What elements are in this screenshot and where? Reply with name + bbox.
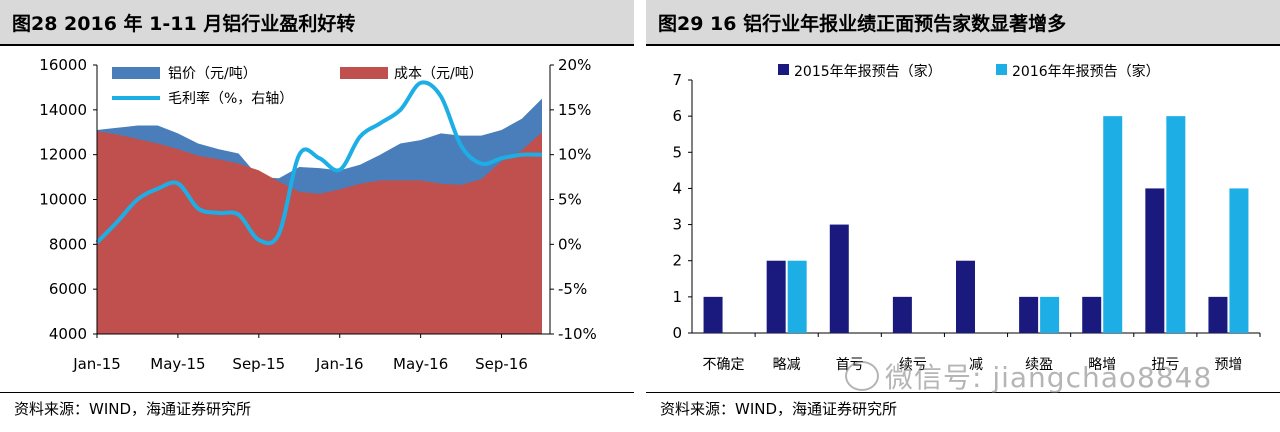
category-label: 略减 bbox=[773, 357, 801, 373]
right-y-tick-label: 0% bbox=[558, 235, 582, 253]
right-y-tick-label: 20% bbox=[558, 56, 591, 74]
bar-2015 bbox=[703, 296, 723, 333]
bar-2015 bbox=[1082, 296, 1102, 333]
bar-2015 bbox=[892, 296, 912, 333]
right-y-tick-label: -5% bbox=[558, 280, 587, 298]
figure-28-title-bar: 图28 2016 年 1-11 月铝行业盈利好转 bbox=[0, 0, 634, 46]
figure-28-source: 资料来源：WIND，海通证券研究所 bbox=[14, 400, 252, 418]
legend-swatch-2016 bbox=[996, 64, 1007, 75]
right-y-tick-label: -10% bbox=[558, 325, 597, 343]
y-tick-label: 0 bbox=[672, 324, 682, 342]
left-y-tick-label: 14000 bbox=[39, 101, 87, 119]
legend-swatch-price bbox=[112, 67, 160, 79]
right-y-tick-label: 15% bbox=[558, 101, 591, 119]
y-tick-label: 6 bbox=[672, 107, 682, 125]
y-tick-label: 5 bbox=[672, 143, 682, 161]
legend-label-margin: 毛利率（%，右轴） bbox=[168, 90, 293, 107]
figure-29-panel: 图29 16 铝行业年报业绩正面预告家数显著增多 7 6 5 4 3 2 1 0 不确定 略减 首亏… bbox=[646, 0, 1280, 432]
y-tick-label: 4 bbox=[672, 179, 682, 197]
left-y-tick-label: 16000 bbox=[39, 56, 87, 74]
figure-29-source-rule bbox=[646, 392, 1280, 393]
x-tick-label: Sep-16 bbox=[475, 355, 528, 373]
x-tick-label: Jan-16 bbox=[315, 355, 364, 373]
bar-2015 bbox=[766, 260, 786, 333]
y-tick-label: 3 bbox=[672, 216, 682, 234]
category-label: 续亏 bbox=[899, 356, 927, 373]
bar-2016 bbox=[1103, 116, 1123, 334]
bar-2016 bbox=[1229, 188, 1249, 333]
x-tick-label: Sep-15 bbox=[232, 355, 285, 373]
figure-28-chart: 16000 14000 12000 10000 8000 6000 4000 20% 15% 10… bbox=[39, 56, 597, 373]
left-y-tick-label: 4000 bbox=[49, 325, 87, 343]
category-label: 扭亏 bbox=[1151, 357, 1179, 373]
category-label: 续盈 bbox=[1025, 356, 1053, 373]
right-y-tick-label: 5% bbox=[558, 191, 582, 209]
figure-29-title: 图29 16 铝行业年报业绩正面预告家数显著增多 bbox=[658, 13, 1067, 35]
wechat-watermark: 微信号: jiangchao8848 bbox=[845, 356, 1212, 396]
wechat-logo-icon bbox=[845, 361, 879, 391]
legend-label-price: 铝价（元/吨） bbox=[168, 66, 257, 82]
left-y-tick-label: 10000 bbox=[39, 191, 87, 209]
category-label: 预增 bbox=[1214, 357, 1242, 373]
left-y-tick-label: 6000 bbox=[49, 280, 87, 298]
bar-2015 bbox=[1019, 296, 1039, 333]
figure-29-chart: 76543210不确定 略减 首亏 续亏减续盈 略增 扭亏 预增2015年年报预告（家） 20… bbox=[672, 63, 1261, 373]
figure-28-title: 图28 2016 年 1-11 月铝行业盈利好转 bbox=[12, 13, 356, 35]
y-tick-label: 1 bbox=[672, 288, 682, 306]
bar-2016 bbox=[1040, 296, 1060, 333]
legend-swatch-cost bbox=[340, 67, 388, 79]
watermark-text: 微信号: jiangchao8848 bbox=[885, 361, 1213, 394]
right-y-tick-label: 10% bbox=[558, 146, 591, 164]
category-label: 略增 bbox=[1088, 357, 1116, 373]
left-y-tick-label: 8000 bbox=[49, 235, 87, 253]
legend-swatch-2015 bbox=[778, 64, 789, 75]
bar-2015 bbox=[956, 260, 975, 333]
bar-2016 bbox=[1166, 116, 1186, 334]
category-label: 不确定 bbox=[703, 357, 745, 373]
figure-28-panel: 图28 2016 年 1-11 月铝行业盈利好转 16000 14000 12000… bbox=[0, 0, 634, 432]
bar-2015 bbox=[829, 224, 849, 333]
legend-label-2016: 2016年年报预告（家） bbox=[1012, 63, 1160, 80]
figure-28-source-rule bbox=[0, 392, 634, 393]
figure-29-source: 资料来源：WIND，海通证券研究所 bbox=[660, 400, 898, 418]
bar-2015 bbox=[1208, 296, 1228, 333]
margin-line bbox=[95, 80, 543, 246]
legend-label-2015: 2015年年报预告（家） bbox=[794, 63, 942, 80]
cost-area bbox=[97, 131, 542, 334]
y-tick-label: 7 bbox=[672, 71, 682, 89]
bar-2015 bbox=[1145, 188, 1165, 333]
x-tick-label: Jan-15 bbox=[72, 355, 121, 373]
x-tick-label: May-15 bbox=[150, 355, 205, 373]
category-label: 减 bbox=[969, 357, 983, 373]
left-y-tick-label: 12000 bbox=[39, 146, 87, 164]
legend-label-cost: 成本（元/吨） bbox=[394, 66, 483, 82]
x-tick-label: May-16 bbox=[393, 355, 448, 373]
bar-2016 bbox=[787, 260, 807, 333]
figure-29-title-bar: 图29 16 铝行业年报业绩正面预告家数显著增多 bbox=[646, 0, 1280, 46]
y-tick-label: 2 bbox=[672, 252, 682, 270]
